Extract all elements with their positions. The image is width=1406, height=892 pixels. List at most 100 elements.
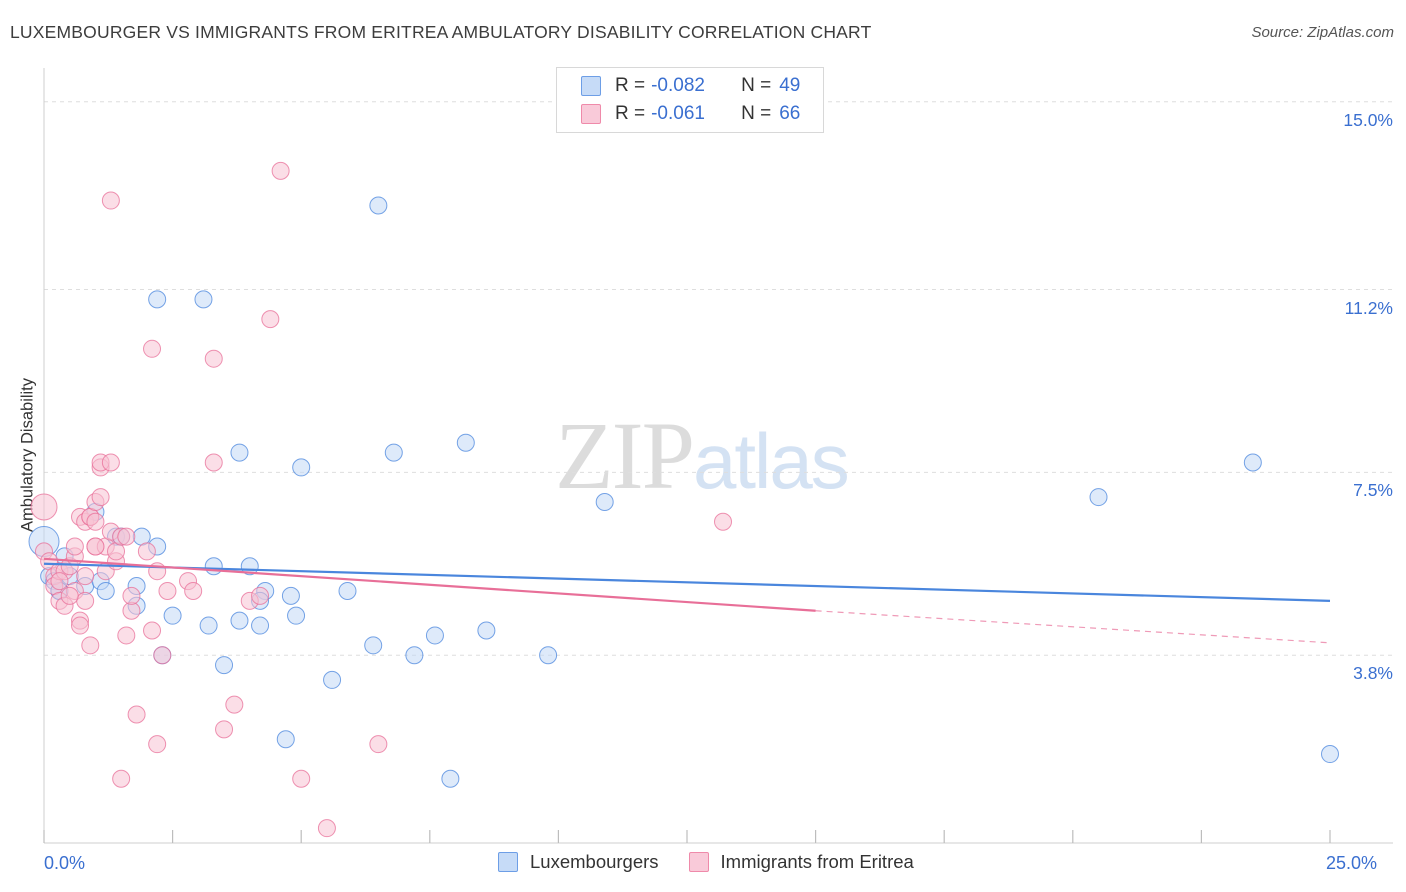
point-eritrea xyxy=(369,735,388,754)
point-eritrea xyxy=(137,542,156,561)
n-label: N = xyxy=(741,75,772,96)
point-luxembourgers xyxy=(1243,453,1262,472)
point-eritrea xyxy=(714,512,733,531)
point-luxembourgers xyxy=(163,606,182,625)
point-eritrea xyxy=(122,586,141,605)
point-luxembourgers xyxy=(215,656,234,675)
point-luxembourgers xyxy=(323,670,342,689)
point-eritrea xyxy=(148,735,167,754)
point-eritrea xyxy=(184,581,203,600)
point-eritrea xyxy=(271,161,290,180)
point-luxembourgers xyxy=(281,586,300,605)
x-tick-label-max: 25.0% xyxy=(1326,853,1378,873)
point-luxembourgers xyxy=(287,606,306,625)
y-tick-label: 15.0% xyxy=(1343,109,1393,130)
stats-row-luxembourgers: R = -0.082 N = 49 xyxy=(581,72,800,100)
point-eritrea xyxy=(215,720,234,739)
point-eritrea xyxy=(76,591,95,610)
swatch-eritrea xyxy=(581,104,601,124)
point-eritrea xyxy=(153,646,172,665)
point-eritrea xyxy=(71,616,90,635)
legend-item-eritrea[interactable]: Immigrants from Eritrea xyxy=(688,851,914,873)
point-luxembourgers xyxy=(1089,488,1108,507)
y-tick-label: 3.8% xyxy=(1353,663,1393,684)
point-eritrea xyxy=(65,537,84,556)
point-eritrea xyxy=(91,488,110,507)
watermark: ZIPatlas xyxy=(555,400,850,511)
point-luxembourgers xyxy=(194,290,213,309)
r-label: R = xyxy=(615,103,646,124)
series-legend: Luxembourgers Immigrants from Eritrea xyxy=(498,851,944,873)
legend-swatch-eritrea xyxy=(688,852,709,872)
point-eritrea xyxy=(86,512,105,531)
point-luxembourgers xyxy=(96,581,115,600)
stats-row-eritrea: R = -0.061 N = 66 xyxy=(581,100,800,128)
trend-line-eritrea xyxy=(43,557,816,612)
n-label: N = xyxy=(741,103,772,124)
chart-title: LUXEMBOURGER VS IMMIGRANTS FROM ERITREA … xyxy=(10,22,872,42)
point-luxembourgers xyxy=(204,557,223,576)
swatch-luxembourgers xyxy=(581,76,601,96)
n-value: 66 xyxy=(779,103,801,124)
legend-label-luxembourgers: Luxembourgers xyxy=(530,851,659,872)
point-eritrea xyxy=(30,493,58,521)
point-eritrea xyxy=(112,769,131,788)
point-luxembourgers xyxy=(230,443,249,462)
point-eritrea xyxy=(143,339,162,358)
x-tick-label-min: 0.0% xyxy=(44,853,86,873)
r-value: -0.082 xyxy=(651,75,705,96)
point-luxembourgers xyxy=(425,626,444,645)
point-eritrea xyxy=(251,586,270,605)
trend-line-luxembourgers xyxy=(43,562,1331,602)
point-eritrea xyxy=(117,626,136,645)
point-luxembourgers xyxy=(477,621,496,640)
watermark-atlas: atlas xyxy=(693,417,850,505)
point-luxembourgers xyxy=(369,196,388,215)
point-eritrea xyxy=(204,349,223,368)
y-tick-label: 11.2% xyxy=(1344,297,1393,318)
point-eritrea xyxy=(143,621,162,640)
point-eritrea xyxy=(86,537,105,556)
point-eritrea xyxy=(101,453,120,472)
r-label: R = xyxy=(615,75,646,96)
point-eritrea xyxy=(76,567,95,586)
data-points xyxy=(28,161,1339,838)
point-luxembourgers xyxy=(292,458,311,477)
point-luxembourgers xyxy=(595,493,614,512)
point-luxembourgers xyxy=(338,581,357,600)
point-luxembourgers xyxy=(1321,745,1339,764)
point-eritrea xyxy=(225,695,244,714)
point-eritrea xyxy=(158,581,177,600)
point-eritrea xyxy=(292,769,311,788)
legend-label-eritrea: Immigrants from Eritrea xyxy=(720,851,914,872)
axes xyxy=(43,68,1393,844)
trend-line-eritrea-extension xyxy=(815,610,1331,644)
point-eritrea xyxy=(50,572,69,591)
point-eritrea xyxy=(60,586,79,605)
point-eritrea xyxy=(127,705,146,724)
point-eritrea xyxy=(204,453,223,472)
point-luxembourgers xyxy=(276,730,295,749)
point-eritrea xyxy=(81,636,100,655)
point-luxembourgers xyxy=(456,433,475,452)
point-eritrea xyxy=(117,527,136,546)
point-luxembourgers xyxy=(364,636,383,655)
point-eritrea xyxy=(261,310,280,329)
point-eritrea xyxy=(317,819,336,838)
r-value: -0.061 xyxy=(651,103,705,124)
point-eritrea xyxy=(101,191,120,210)
point-luxembourgers xyxy=(539,646,558,665)
n-value: 49 xyxy=(779,75,801,96)
point-luxembourgers xyxy=(148,290,167,309)
trend-lines xyxy=(43,557,1331,644)
stats-legend: R = -0.082 N = 49 R = -0.061 N = 66 xyxy=(556,67,824,133)
legend-item-luxembourgers[interactable]: Luxembourgers xyxy=(498,851,659,873)
point-luxembourgers xyxy=(230,611,249,630)
y-tick-label: 7.5% xyxy=(1353,480,1393,501)
legend-swatch-luxembourgers xyxy=(498,852,518,872)
point-luxembourgers xyxy=(441,769,460,788)
point-luxembourgers xyxy=(384,443,403,462)
point-luxembourgers xyxy=(251,616,270,635)
watermark-zip: ZIP xyxy=(555,402,695,509)
